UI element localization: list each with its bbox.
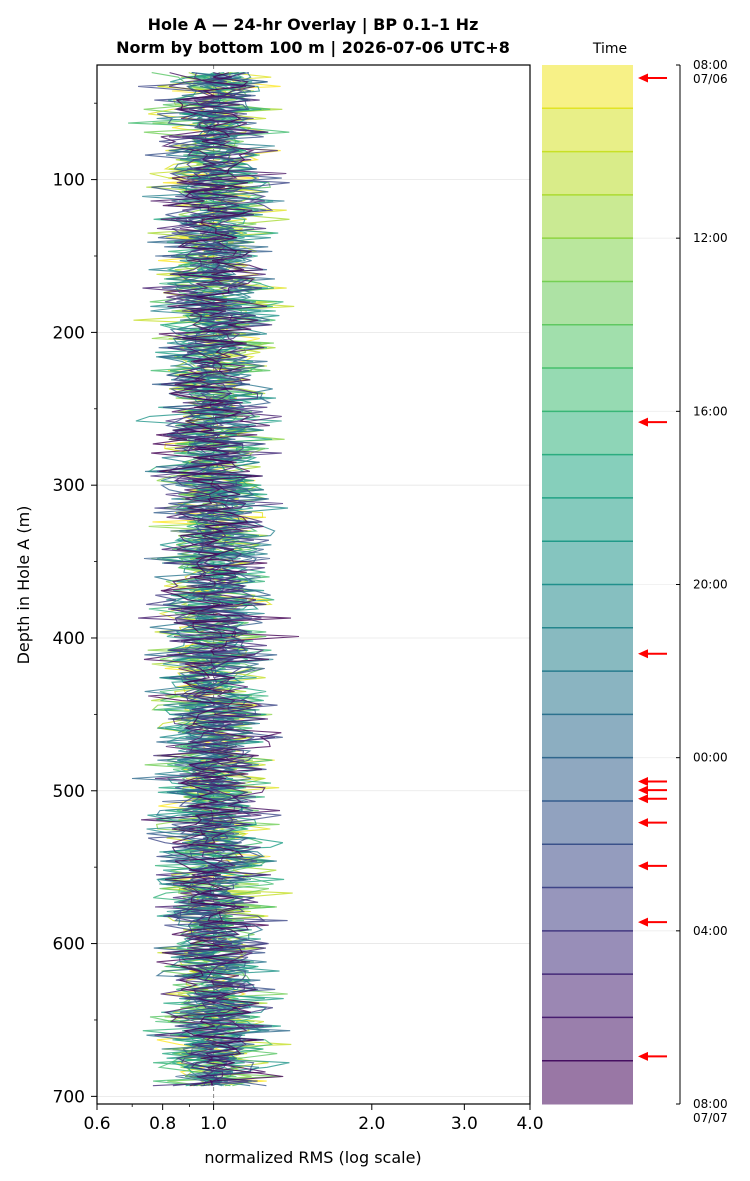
event-arrows [638, 73, 667, 1061]
series-line-0700 [148, 72, 300, 1086]
colorbar-band [542, 238, 633, 282]
event-arrow-head [638, 794, 648, 804]
time-tick-label: 16:00 [693, 404, 728, 418]
colorbar-band [542, 930, 633, 975]
y-tick-label: 200 [53, 323, 85, 343]
y-tick-label: 300 [53, 476, 85, 496]
colorbar-band [542, 324, 633, 369]
profile-series-group [128, 72, 300, 1087]
y-tick-label: 500 [53, 782, 85, 802]
time-tick-label: 12:00 [693, 231, 728, 245]
colorbar-band [542, 800, 633, 845]
colorbar-band [542, 411, 633, 456]
x-tick-label: 3.0 [451, 1114, 478, 1134]
x-tick-label: 2.0 [358, 1114, 385, 1134]
series-line-0400 [150, 72, 284, 1087]
colorbar-band [542, 1017, 633, 1062]
chart-title-line-1: Hole A — 24-hr Overlay | BP 0.1–1 Hz [148, 15, 479, 35]
colorbar-band [542, 194, 633, 239]
colorbar-band [542, 541, 633, 585]
colorbar-band [542, 844, 633, 889]
event-arrow-head [638, 1051, 648, 1061]
event-arrow-head [638, 785, 648, 795]
chart-title-line-2: Norm by bottom 100 m | 2026-07-06 UTC+8 [116, 38, 510, 58]
colorbar-band [542, 887, 633, 932]
y-tick-label: 100 [53, 171, 85, 191]
colorbar-band [542, 281, 633, 326]
series-line-0300 [146, 72, 274, 1087]
y-tick-label: 700 [53, 1087, 85, 1107]
x-tick-label: 4.0 [516, 1114, 543, 1134]
y-tick-label: 400 [53, 629, 85, 649]
event-arrow-head [638, 649, 648, 659]
colorbar-time-axis: 08:0007/0612:0016:0020:0000:0004:0008:00… [676, 58, 728, 1125]
time-tick-label: 08:00 [693, 58, 728, 72]
y-axis-label: Depth in Hole A (m) [14, 506, 33, 665]
colorbar-band [542, 627, 633, 672]
time-tick-label: 00:00 [693, 751, 728, 765]
colorbar-band [542, 584, 633, 629]
colorbar-band [542, 497, 633, 542]
event-arrow-head [638, 776, 648, 786]
time-tick-date: 07/07 [693, 1111, 728, 1125]
y-axis: 100 200 300 400 500 600 700 [53, 102, 97, 1107]
x-tick-label: 0.8 [149, 1114, 176, 1134]
colorbar-band [542, 714, 633, 759]
time-tick-label: 04:00 [693, 924, 728, 938]
x-axis: 0.6 0.8 1.0 2.0 3.0 4.0 [83, 1104, 544, 1134]
time-colorbar [542, 65, 678, 1105]
colorbar-band [542, 65, 633, 109]
y-tick-label: 600 [53, 935, 85, 955]
colorbar-band [542, 368, 633, 412]
colorbar-label: Time [592, 41, 627, 57]
time-tick-date: 07/06 [693, 72, 728, 86]
x-tick-label: 1.0 [200, 1114, 227, 1134]
event-arrow-head [638, 818, 648, 828]
event-arrow-head [638, 861, 648, 871]
colorbar-band [542, 671, 633, 715]
y-gridlines [97, 179, 530, 1097]
colorbar-band [542, 974, 633, 1018]
x-axis-label: normalized RMS (log scale) [204, 1148, 421, 1167]
colorbar-band [542, 151, 633, 196]
plot-frame [96, 64, 531, 1105]
x-tick-label: 0.6 [83, 1114, 110, 1134]
colorbar-band [542, 454, 633, 499]
time-tick-label: 08:00 [693, 1097, 728, 1111]
colorbar-band [542, 1060, 633, 1105]
event-arrow-head [638, 917, 648, 927]
event-arrow-head [638, 73, 648, 83]
colorbar-band [542, 108, 633, 153]
colorbar-band [542, 757, 633, 802]
series-line-0600 [141, 72, 287, 1087]
time-tick-label: 20:00 [693, 578, 728, 592]
event-arrow-head [638, 417, 648, 427]
